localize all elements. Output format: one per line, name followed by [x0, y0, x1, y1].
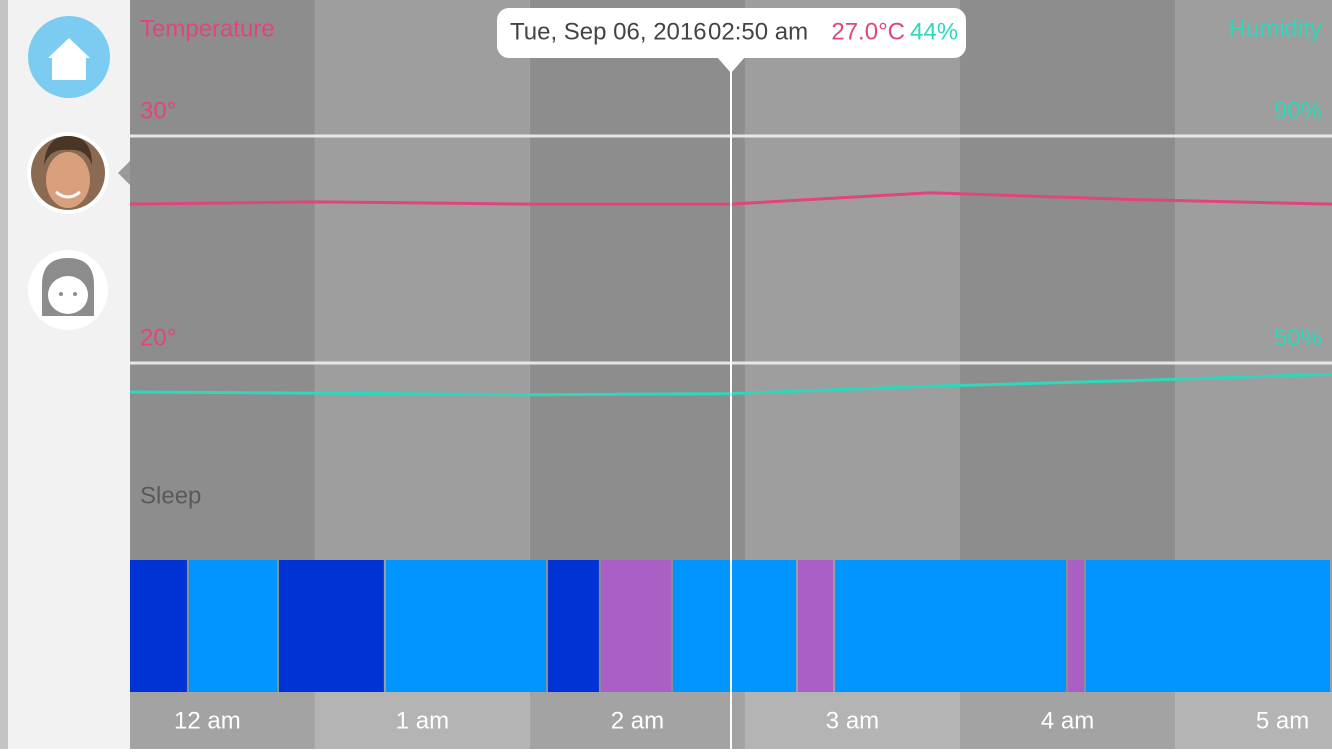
edge — [0, 0, 8, 749]
sleep-segment — [798, 560, 834, 692]
tooltip-humidity: 44% — [910, 18, 958, 45]
x-tick-label: 1 am — [396, 707, 449, 734]
tooltip-date: Tue, Sep 06, 2016 — [510, 18, 707, 45]
sleep-label: Sleep — [140, 482, 201, 509]
sleep-segment — [385, 560, 547, 692]
series-line — [129, 191, 1332, 206]
y2-tick-label: 90% — [1274, 97, 1322, 124]
hour-footer — [960, 692, 1176, 749]
sleep-segment — [188, 560, 278, 692]
hour-footer — [1175, 692, 1332, 749]
profile-child[interactable] — [28, 250, 108, 330]
hour-footer — [744, 692, 961, 749]
sidebar — [8, 0, 130, 749]
home-button[interactable] — [28, 16, 110, 98]
y-tick-label: 30° — [140, 97, 176, 124]
marks — [129, 191, 1332, 692]
sleep-segment — [548, 560, 599, 692]
temperature-label: Temperature — [140, 15, 275, 42]
hour-footer — [130, 692, 315, 749]
tooltip-temperature: 27.0°C — [831, 18, 905, 45]
x-tick-label: 5 am — [1256, 707, 1309, 734]
sleep-segment — [1086, 560, 1330, 692]
tooltip: Tue, Sep 06, 2016 02:50 am 27.0°C 44% — [497, 8, 966, 73]
sleep-segment — [835, 560, 1066, 692]
hour-footer — [314, 692, 530, 749]
profile-adult[interactable] — [27, 132, 130, 214]
x-tick-label: 3 am — [826, 707, 879, 734]
sleep-segment — [130, 560, 187, 692]
sleep-segment — [1067, 560, 1085, 692]
series-line — [129, 372, 1332, 397]
x-tick-label: 2 am — [611, 707, 664, 734]
y-tick-label: 20° — [140, 324, 176, 351]
x-tick-label: 12 am — [174, 707, 241, 734]
sleep-segment — [279, 560, 384, 692]
tooltip-time: 02:50 am — [708, 18, 808, 45]
sleep-segment — [600, 560, 671, 692]
hour-footer — [529, 692, 745, 749]
y2-tick-label: 50% — [1274, 324, 1322, 351]
sleep-segment — [672, 560, 797, 692]
humidity-label: Humidity — [1229, 15, 1322, 42]
x-tick-label: 4 am — [1041, 707, 1094, 734]
